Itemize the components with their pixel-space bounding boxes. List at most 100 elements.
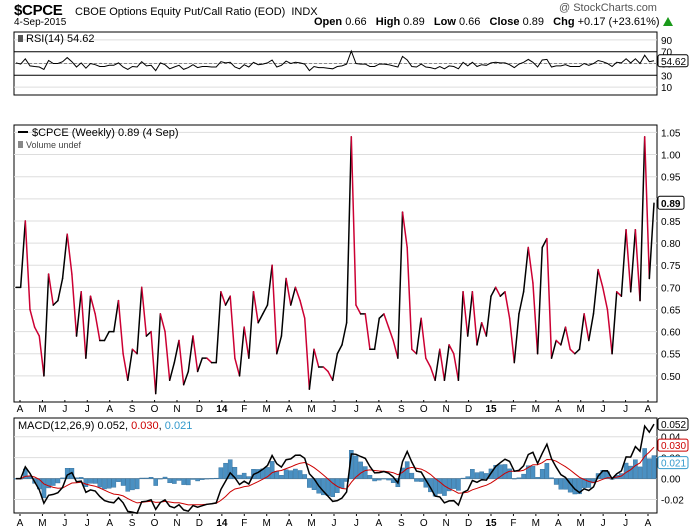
- x-tick-label: M: [38, 518, 46, 529]
- chg-value: +0.17 (+23.61%): [577, 16, 660, 28]
- x-tick-label: O: [420, 518, 428, 529]
- high-value: 0.89: [403, 16, 425, 28]
- macd-hist-bar: [97, 478, 103, 488]
- macd-hist-bar: [111, 478, 117, 488]
- chart-title: CBOE Options Equity Put/Call Ratio (EOD)…: [75, 6, 318, 18]
- price-segment: [285, 277, 292, 306]
- macd-hist-bar: [297, 470, 303, 479]
- price-segment: [215, 291, 222, 364]
- price-segment: [71, 273, 78, 337]
- price-segment: [532, 282, 539, 355]
- macd-hist-bar: [227, 459, 233, 479]
- price-segment: [453, 352, 460, 382]
- price-segment: [560, 326, 567, 346]
- price-segment: [350, 136, 357, 306]
- price-segment: [308, 348, 315, 390]
- macd-hist-bar: [470, 469, 475, 479]
- close-value: 0.89: [522, 16, 544, 28]
- macd-hist-bar: [195, 478, 200, 482]
- x-tick-label: J: [354, 404, 359, 415]
- macd-tick-label: -0.02: [661, 496, 684, 507]
- macd-hist-bar: [325, 478, 331, 496]
- x-tick-label: A: [17, 518, 24, 529]
- price-segment: [80, 291, 87, 359]
- price-segment: [122, 352, 129, 382]
- macd-label: MACD(12,26,9) 0.052, 0.030, 0.021: [18, 420, 192, 432]
- price-segment: [639, 136, 646, 302]
- rsi-tick-label: 10: [661, 83, 673, 94]
- macd-hist-bar: [116, 478, 121, 482]
- price-segment: [602, 286, 609, 311]
- macd-hist-bar: [186, 478, 191, 486]
- x-tick-label: A: [106, 518, 113, 529]
- x-tick-label: J: [85, 404, 90, 415]
- rsi-tick-label: 50: [661, 60, 673, 71]
- price-segment: [606, 308, 613, 355]
- macd-hist-bar: [390, 478, 396, 483]
- price-tick-label: 1.00: [661, 151, 681, 162]
- high-label: High: [375, 16, 401, 28]
- price-segment: [19, 220, 27, 289]
- x-tick-label: A: [17, 404, 24, 415]
- price-segment: [415, 317, 422, 355]
- price-segment: [583, 313, 590, 342]
- x-tick-label: J: [62, 404, 67, 415]
- rsi-tick-label: 70: [661, 48, 673, 59]
- macd-hist-bar: [404, 461, 410, 479]
- price-segment: [303, 317, 311, 390]
- price-tick-label: 0.60: [661, 328, 681, 339]
- x-tick-label: N: [443, 404, 450, 415]
- price-segment: [257, 313, 264, 324]
- macd-panel-frame: [13, 417, 658, 514]
- price-segment: [508, 317, 516, 364]
- macd-value-box: [657, 417, 689, 431]
- price-segment: [434, 348, 441, 382]
- macd-hist-bar: [339, 478, 345, 489]
- macd-hist-bar: [344, 478, 349, 482]
- macd-hist-bar: [474, 472, 480, 479]
- price-segment: [494, 286, 502, 297]
- price-tick-label: 0.90: [661, 195, 681, 206]
- x-tick-label: D: [196, 404, 203, 415]
- price-segment: [485, 295, 492, 337]
- price-segment: [182, 370, 190, 386]
- macd-hist-bar: [55, 478, 61, 484]
- macd-hist-bar: [237, 474, 242, 479]
- ticker-symbol: $CPCE: [14, 2, 63, 19]
- macd-hist-bar: [302, 474, 308, 479]
- x-tick-label: J: [354, 518, 359, 529]
- price-segment: [117, 299, 124, 355]
- macd-hist-bar: [600, 470, 606, 479]
- price-segment: [364, 313, 371, 351]
- macd-hist-bar: [642, 448, 647, 479]
- macd-hist-bar: [288, 470, 294, 479]
- price-segment: [85, 295, 92, 359]
- x-tick-label: A: [555, 404, 562, 415]
- macd-value-box: [657, 456, 689, 470]
- x-tick-label: M: [532, 404, 540, 415]
- macd-hist-bar: [619, 473, 624, 479]
- x-tick-label: A: [555, 518, 562, 529]
- price-tick-label: 0.75: [661, 261, 681, 272]
- macd-hist-bar: [605, 471, 610, 479]
- price-segment: [38, 335, 45, 377]
- price-segment: [629, 229, 637, 293]
- macd-hist-bar: [307, 478, 312, 488]
- macd-hist-bar: [386, 478, 391, 481]
- macd-hist-bar: [395, 478, 401, 488]
- rsi-line: [15, 49, 655, 72]
- macd-hist-bar: [92, 478, 98, 484]
- macd-hist-bar: [88, 478, 93, 484]
- x-tick-label: A: [645, 518, 652, 529]
- x-tick-label: J: [623, 404, 628, 415]
- price-segment: [75, 291, 82, 337]
- price-segment: [569, 348, 576, 355]
- macd-hist-bar: [232, 467, 238, 479]
- price-segment: [229, 295, 236, 359]
- x-tick-label: F: [510, 404, 516, 415]
- chart-date: 4-Sep-2015: [14, 17, 67, 28]
- macd-hist-bar: [78, 477, 84, 479]
- macd-hist-bar: [18, 478, 23, 480]
- price-segment: [471, 291, 478, 346]
- macd-hist-bar: [172, 478, 177, 484]
